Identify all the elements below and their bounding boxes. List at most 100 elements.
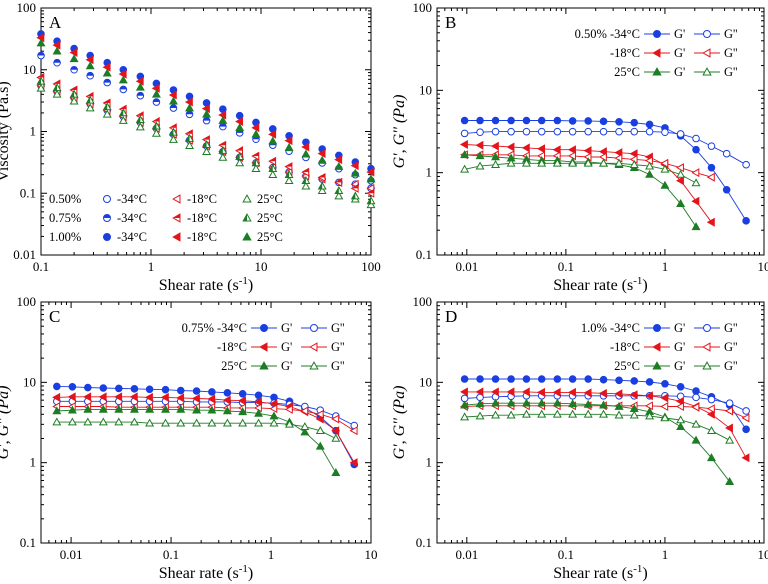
data-point — [706, 409, 715, 419]
data-point — [584, 375, 592, 383]
legend-marker — [259, 342, 268, 352]
data-point — [145, 418, 155, 427]
data-point — [521, 409, 531, 418]
data-point — [168, 96, 178, 105]
data-point — [151, 83, 160, 93]
data-point — [475, 151, 485, 160]
data-point — [599, 409, 609, 418]
data-point — [83, 404, 93, 413]
data-point — [615, 127, 623, 136]
legend-label: G'' — [724, 359, 738, 373]
legend-marker — [652, 361, 662, 370]
data-point — [366, 167, 375, 177]
x-axis-title: Shear rate (s-1) — [159, 275, 253, 294]
legend-marker — [260, 324, 268, 332]
data-point — [331, 433, 341, 442]
data-point — [350, 161, 359, 171]
data-point — [192, 405, 202, 414]
data-point — [476, 128, 484, 137]
legend-label: G' — [281, 359, 292, 373]
data-point — [583, 399, 593, 408]
data-point — [251, 123, 260, 133]
data-point — [315, 409, 324, 419]
data-point — [491, 410, 501, 419]
legend-marker — [242, 194, 252, 203]
legend-label: G'' — [724, 65, 738, 79]
data-point — [567, 387, 576, 397]
series-4 — [36, 72, 375, 198]
series-7 — [36, 33, 375, 177]
legend-concentration: 0.50% — [49, 192, 81, 206]
legend-marker — [653, 30, 661, 38]
data-point — [135, 122, 145, 131]
y-axis-title: G', G'' (Pa) — [0, 386, 12, 460]
data-point — [615, 117, 623, 126]
data-point — [176, 386, 185, 395]
series-2 — [52, 392, 358, 468]
data-point — [208, 388, 216, 396]
data-point-half — [70, 86, 77, 90]
data-point — [706, 217, 715, 227]
legend-label: -18°C — [187, 192, 217, 206]
data-point — [218, 152, 228, 161]
data-point — [691, 178, 701, 187]
legend-marker — [652, 342, 661, 352]
data-point — [349, 458, 358, 468]
legend-label: G' — [674, 340, 685, 354]
data-point-half — [37, 77, 41, 85]
data-point — [706, 172, 715, 182]
data-point — [102, 109, 112, 118]
data-point — [315, 426, 325, 435]
data-point-half — [203, 117, 210, 121]
data-point-half — [236, 153, 240, 160]
data-point — [69, 96, 79, 105]
data-point — [507, 375, 515, 383]
data-point — [284, 404, 293, 414]
data-point — [567, 145, 576, 155]
legend-marker-half — [173, 214, 180, 218]
legend-marker — [309, 361, 319, 370]
data-point — [553, 375, 562, 383]
data-point-half — [185, 130, 193, 134]
legend-marker — [172, 232, 181, 242]
y-tick-label: 0.1 — [20, 185, 36, 200]
data-point-half — [219, 141, 226, 146]
data-point — [317, 186, 327, 194]
data-point-half — [170, 104, 177, 109]
data-point — [725, 435, 735, 444]
data-point — [168, 90, 177, 100]
data-point — [583, 388, 592, 398]
data-point — [191, 393, 200, 403]
legend: 0.50% -34°C G' G'' -18°C G' G'' 25°C G' G'' — [575, 27, 738, 79]
data-point — [129, 417, 139, 426]
data-point — [491, 152, 501, 161]
x-tick-label: 10 — [365, 547, 378, 562]
legend-label: -18°C — [187, 211, 217, 225]
legend-marker — [103, 233, 111, 241]
data-point — [268, 170, 278, 178]
data-point-half — [351, 192, 356, 199]
data-point — [85, 61, 95, 70]
y-tick-label: 1 — [30, 455, 37, 470]
series-0 — [53, 382, 359, 469]
data-point-half — [103, 103, 108, 110]
legend-label: -18°C — [610, 46, 640, 60]
data-point — [237, 396, 246, 406]
legend-label: 25°C — [221, 359, 247, 373]
data-point-half — [137, 92, 144, 96]
data-point — [269, 404, 278, 414]
data-point — [742, 160, 750, 169]
data-point — [676, 382, 685, 391]
legend-label: G' — [674, 46, 685, 60]
legend-label: 25°C — [257, 192, 283, 206]
data-point — [742, 407, 750, 415]
y-tick-label: 100 — [17, 0, 37, 15]
y-tick-label: 100 — [413, 0, 433, 15]
series-3 — [37, 51, 375, 185]
data-point — [161, 418, 170, 427]
data-point — [615, 376, 623, 385]
data-point — [676, 130, 685, 138]
panel-label: A — [49, 13, 62, 32]
legend-label: 25°C — [257, 230, 283, 244]
